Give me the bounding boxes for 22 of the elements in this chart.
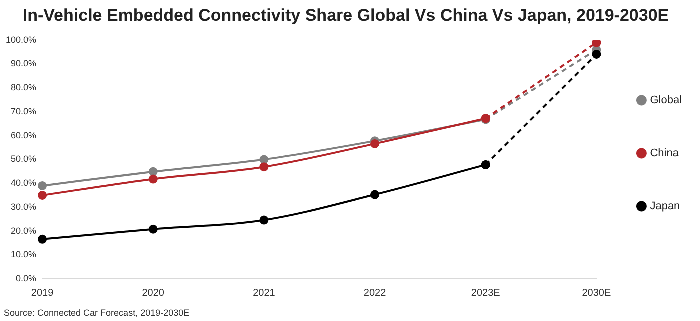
y-tick-label: 100.0% xyxy=(6,34,37,45)
x-tick-label: 2021 xyxy=(253,288,276,299)
legend-label: Global xyxy=(650,94,682,107)
x-tick-label: 2020 xyxy=(142,288,165,299)
y-tick-label: 60.0% xyxy=(10,130,37,140)
legend-label: Japan xyxy=(650,200,680,213)
y-tick-label: 70.0% xyxy=(10,106,37,116)
y-tick-label: 30.0% xyxy=(10,202,37,212)
y-tick-label: 50.0% xyxy=(10,154,37,164)
y-tick-label: 20.0% xyxy=(10,226,37,236)
legend-label: China xyxy=(650,148,680,160)
y-tick-label: 0.0% xyxy=(16,273,37,284)
x-tick-label: 2022 xyxy=(364,288,387,299)
x-tick-label: 2019 xyxy=(31,288,54,299)
source-note: Source: Connected Car Forecast, 2019-2030E xyxy=(4,308,190,318)
chart-title: In-Vehicle Embedded Connectivity Share Global Vs China Vs Japan, 2019-2030E xyxy=(22,6,670,25)
y-tick-label: 40.0% xyxy=(10,178,37,188)
x-tick-label: 2030E xyxy=(582,288,612,299)
y-tick-label: 80.0% xyxy=(10,82,37,93)
y-tick-label: 90.0% xyxy=(10,58,37,69)
x-tick-label: 2023E xyxy=(471,288,501,299)
y-tick-label: 10.0% xyxy=(10,250,37,260)
